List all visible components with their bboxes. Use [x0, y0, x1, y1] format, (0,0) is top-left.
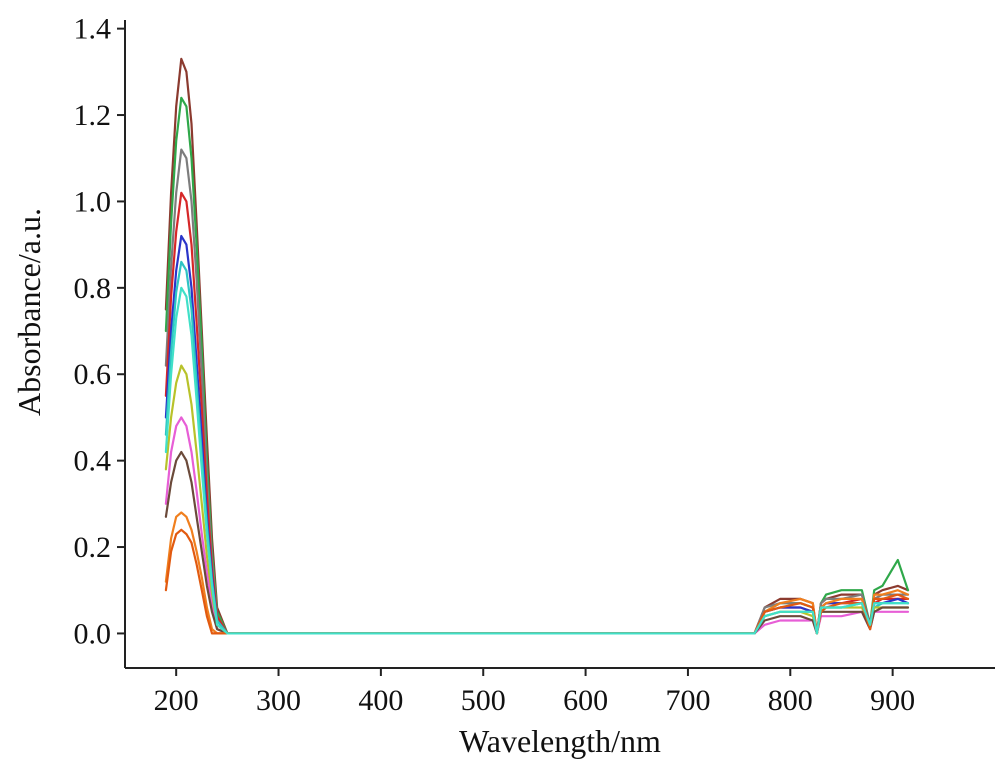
spectrum-line-11 [164, 528, 910, 635]
spectrum-line-8 [164, 416, 910, 635]
x-tick-label: 200 [154, 684, 199, 717]
y-tick-label: 0.4 [74, 445, 112, 478]
y-tick-label: 1.0 [74, 185, 112, 218]
y-tick-label: 0.6 [74, 358, 112, 391]
x-tick-label: 600 [563, 684, 608, 717]
x-axis-title: Wavelength/nm [459, 723, 661, 759]
spectrum-line-4 [164, 191, 910, 635]
x-tick-label: 500 [461, 684, 506, 717]
x-tick-label: 300 [256, 684, 301, 717]
spectrum-line-2 [164, 96, 910, 635]
y-tick-label: 1.2 [74, 99, 112, 132]
spectrum-line-12 [164, 286, 910, 635]
x-tick-label: 400 [358, 684, 403, 717]
y-tick-label: 0.8 [74, 272, 112, 305]
spectrum-line-1 [164, 57, 910, 635]
y-axis-title: Absorbance/a.u. [11, 208, 47, 416]
axes-group [124, 20, 995, 669]
y-tick-label: 1.4 [74, 13, 112, 46]
y-tick-label: 0.0 [74, 617, 112, 650]
spectrum-line-5 [164, 234, 910, 635]
y-tick-label: 0.2 [74, 531, 112, 564]
x-ticks-group: 200 300 400 500 600 700 800 900 [154, 668, 915, 717]
spectrum-line-9 [164, 450, 910, 635]
y-ticks-group: 0.0 0.2 0.4 0.6 0.8 1.0 1.2 1.4 [74, 13, 125, 650]
x-tick-label: 700 [665, 684, 710, 717]
spectrum-line-6 [164, 260, 910, 635]
spectrum-line-3 [164, 148, 910, 635]
x-tick-label: 900 [870, 684, 915, 717]
series-group [164, 57, 910, 635]
spectrum-line-7 [164, 364, 910, 635]
x-tick-label: 800 [768, 684, 813, 717]
